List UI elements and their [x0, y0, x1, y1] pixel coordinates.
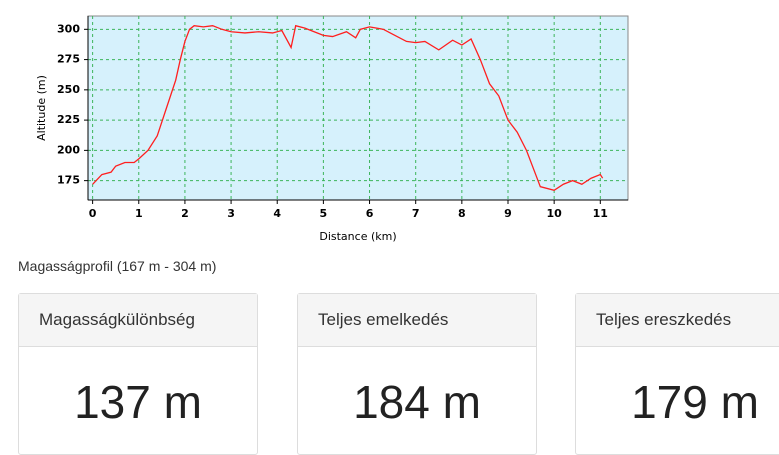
y-tick-label: 275	[57, 53, 80, 66]
card-title: Teljes ereszkedés	[576, 294, 779, 347]
y-tick-label: 200	[57, 143, 80, 156]
x-tick-label: 3	[227, 207, 235, 220]
card-value: 184 m	[353, 376, 481, 428]
y-tick-label: 225	[57, 113, 80, 126]
card: Magasságkülönbség 137 m	[18, 293, 258, 455]
card-value: 179 m	[631, 376, 759, 428]
y-axis-label: Altitude (m)	[35, 75, 48, 141]
card-value: 137 m	[74, 376, 202, 428]
x-tick-label: 7	[412, 207, 420, 220]
card: Teljes ereszkedés 179 m	[575, 293, 779, 455]
x-tick-label: 5	[320, 207, 328, 220]
x-tick-label: 1	[135, 207, 143, 220]
y-tick-label: 250	[57, 83, 80, 96]
x-tick-label: 4	[273, 207, 281, 220]
page: 175 200 225 250 275 300 0 1 2 3 4 5 6 7 8 9 10 11 Distance…	[18, 15, 779, 455]
y-tick-label: 175	[57, 174, 80, 187]
elevation-chart: 175 200 225 250 275 300 0 1 2 3 4 5 6 7 8 9 10 11 Distance…	[35, 15, 629, 243]
x-axis-label: Distance (km)	[319, 230, 396, 243]
x-tick-label: 11	[593, 207, 608, 220]
card-title: Magasságkülönbség	[19, 294, 257, 347]
card: Teljes emelkedés 184 m	[297, 293, 537, 455]
x-tick-label: 0	[89, 207, 97, 220]
x-tick-label: 8	[458, 207, 466, 220]
x-tick-label: 2	[181, 207, 189, 220]
y-tick-label: 300	[57, 22, 80, 35]
x-tick-label: 6	[366, 207, 374, 220]
card-title: Teljes emelkedés	[298, 294, 536, 347]
plot-background	[87, 15, 629, 201]
x-tick-label: 10	[546, 207, 562, 220]
x-tick-label: 9	[504, 207, 512, 220]
caption: Magasságprofil (167 m - 304 m)	[18, 258, 217, 274]
elevation-line	[92, 24, 604, 192]
